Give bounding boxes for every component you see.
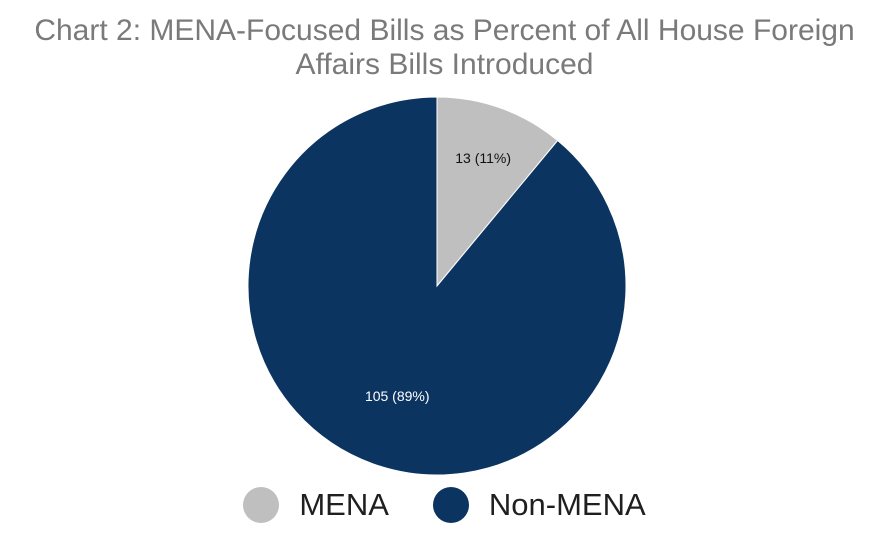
- chart-title-line-1: Chart 2: MENA-Focused Bills as Percent o…: [34, 14, 855, 47]
- legend: MENA Non-MENA: [0, 487, 889, 523]
- legend-label-non-mena: Non-MENA: [488, 487, 646, 522]
- pie-slice-non-mena: [247, 96, 627, 476]
- legend-item-mena: MENA: [243, 487, 389, 523]
- legend-item-non-mena: Non-MENA: [432, 487, 646, 523]
- data-label-mena: 13 (11%): [455, 150, 511, 166]
- legend-swatch-mena: [243, 487, 280, 523]
- chart-title-line-2: Affairs Bills Introduced: [295, 48, 594, 81]
- legend-swatch-non-mena: [432, 487, 469, 523]
- pie-slice-mena: [436, 96, 559, 288]
- data-label-non-mena: 105 (89%): [365, 388, 430, 404]
- chart-title: Chart 2: MENA-Focused Bills as Percent o…: [0, 14, 889, 82]
- legend-label-mena: MENA: [299, 487, 389, 522]
